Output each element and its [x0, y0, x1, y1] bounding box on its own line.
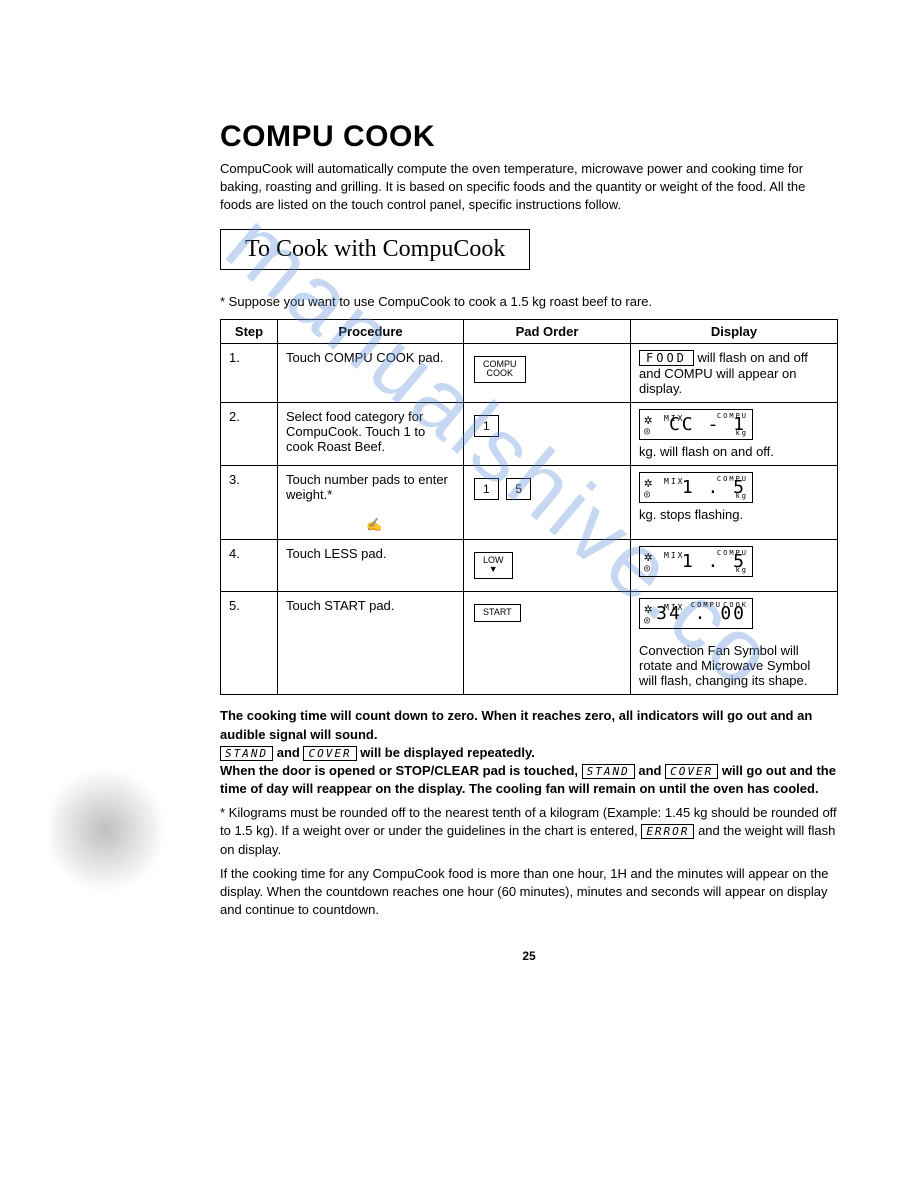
compu-indicator: COMPU [717, 475, 748, 483]
compu-indicator: COMPU [717, 412, 748, 420]
number-pad: 5 [506, 478, 531, 500]
footer-p2a: When the door is opened or STOP/CLEAR pa… [220, 763, 582, 778]
turntable-icon: ◎ [644, 563, 652, 574]
step-number: 1. [221, 343, 278, 402]
table-row: 1. Touch COMPU COOK pad. COMPU COOK FOOD… [221, 343, 838, 402]
start-pad: START [474, 604, 521, 622]
table-header-row: Step Procedure Pad Order Display [221, 319, 838, 343]
footer-p4: If the cooking time for any CompuCook fo… [220, 865, 838, 920]
pad-order-cell: LOW ▼ [464, 539, 631, 592]
cook-indicator: COOK [723, 601, 748, 609]
step-number: 2. [221, 402, 278, 465]
step-number: 3. [221, 465, 278, 539]
number-pad: 1 [474, 415, 499, 437]
lcd-display: ✲ MIX COMPU ◎ kg 1 . 5 [639, 472, 753, 503]
procedure-text: Select food category for CompuCook. Touc… [278, 402, 464, 465]
display-cell: ✲ MIX COMPU ◎ kg 1 . 5 kg. stops flashin… [631, 465, 838, 539]
scribble-icon: ✍ [366, 517, 382, 532]
food-flash-display: FOOD [639, 350, 694, 366]
stand-label: STAND [582, 764, 635, 779]
display-text: kg. stops flashing. [639, 507, 829, 522]
microwave-icon: MIX [664, 414, 684, 423]
table-row: 4. Touch LESS pad. LOW ▼ ✲ MIX COMPU ◎ k… [221, 539, 838, 592]
scan-artifact [50, 760, 160, 900]
procedure-text: Touch START pad. [278, 592, 464, 695]
footer-p1c: will be displayed repeatedly. [360, 745, 535, 760]
pad-order-cell: 1 [464, 402, 631, 465]
display-text: Convection Fan Symbol will rotate and Mi… [639, 643, 829, 688]
procedure-table: Step Procedure Pad Order Display 1. Touc… [220, 319, 838, 696]
footer-p1a: The cooking time will count down to zero… [220, 708, 812, 741]
microwave-icon: MIX [664, 551, 684, 560]
footer-notes: The cooking time will count down to zero… [220, 707, 838, 919]
turntable-icon: ◎ [644, 426, 652, 437]
low-pad: LOW ▼ [474, 552, 513, 580]
page: manualshive.co COMPU COOK CompuCook will… [0, 0, 918, 1023]
kg-indicator: kg [736, 429, 748, 437]
header-pad: Pad Order [464, 319, 631, 343]
lcd-display: ✲ MIX COMPU COOK ◎ 34 . 00 [639, 598, 753, 629]
intro-paragraph: CompuCook will automatically compute the… [220, 160, 838, 215]
section-heading: To Cook with CompuCook [220, 229, 530, 270]
cover-label: COVER [303, 746, 356, 761]
table-row: 5. Touch START pad. START ✲ MIX COMPU CO… [221, 592, 838, 695]
microwave-icon: MIX [664, 603, 684, 612]
table-row: 2. Select food category for CompuCook. T… [221, 402, 838, 465]
header-display: Display [631, 319, 838, 343]
turntable-icon: ◎ [644, 489, 652, 500]
page-title: COMPU COOK [220, 120, 838, 154]
step-number: 5. [221, 592, 278, 695]
compu-indicator: COMPU [691, 601, 722, 609]
microwave-icon: MIX [664, 477, 684, 486]
example-note: * Suppose you want to use CompuCook to c… [220, 294, 838, 309]
pad-order-cell: COMPU COOK [464, 343, 631, 402]
kg-indicator: kg [736, 492, 748, 500]
compu-cook-pad: COMPU COOK [474, 356, 526, 384]
display-text: kg. will flash on and off. [639, 444, 829, 459]
error-label: ERROR [641, 824, 694, 839]
lcd-display: ✲ MIX COMPU ◎ kg 1 . 5 [639, 546, 753, 577]
kg-indicator: kg [736, 566, 748, 574]
pad-order-cell: 1 5 [464, 465, 631, 539]
footer-and: and [638, 763, 665, 778]
procedure-text: Touch LESS pad. [278, 539, 464, 592]
stand-label: STAND [220, 746, 273, 761]
display-cell: ✲ MIX COMPU ◎ kg CC - 1 kg. will flash o… [631, 402, 838, 465]
cover-label: COVER [665, 764, 718, 779]
header-step: Step [221, 319, 278, 343]
procedure-text: Touch number pads to enter weight.* ✍ [278, 465, 464, 539]
lcd-display: ✲ MIX COMPU ◎ kg CC - 1 [639, 409, 753, 440]
table-row: 3. Touch number pads to enter weight.* ✍… [221, 465, 838, 539]
compu-indicator: COMPU [717, 549, 748, 557]
number-pad: 1 [474, 478, 499, 500]
header-procedure: Procedure [278, 319, 464, 343]
display-cell: FOOD will flash on and off and COMPU wil… [631, 343, 838, 402]
footer-and: and [277, 745, 304, 760]
pad-order-cell: START [464, 592, 631, 695]
procedure-text: Touch COMPU COOK pad. [278, 343, 464, 402]
step-number: 4. [221, 539, 278, 592]
turntable-icon: ◎ [644, 615, 652, 626]
display-cell: ✲ MIX COMPU COOK ◎ 34 . 00 Convection Fa… [631, 592, 838, 695]
display-cell: ✲ MIX COMPU ◎ kg 1 . 5 [631, 539, 838, 592]
page-number: 25 [220, 949, 838, 963]
